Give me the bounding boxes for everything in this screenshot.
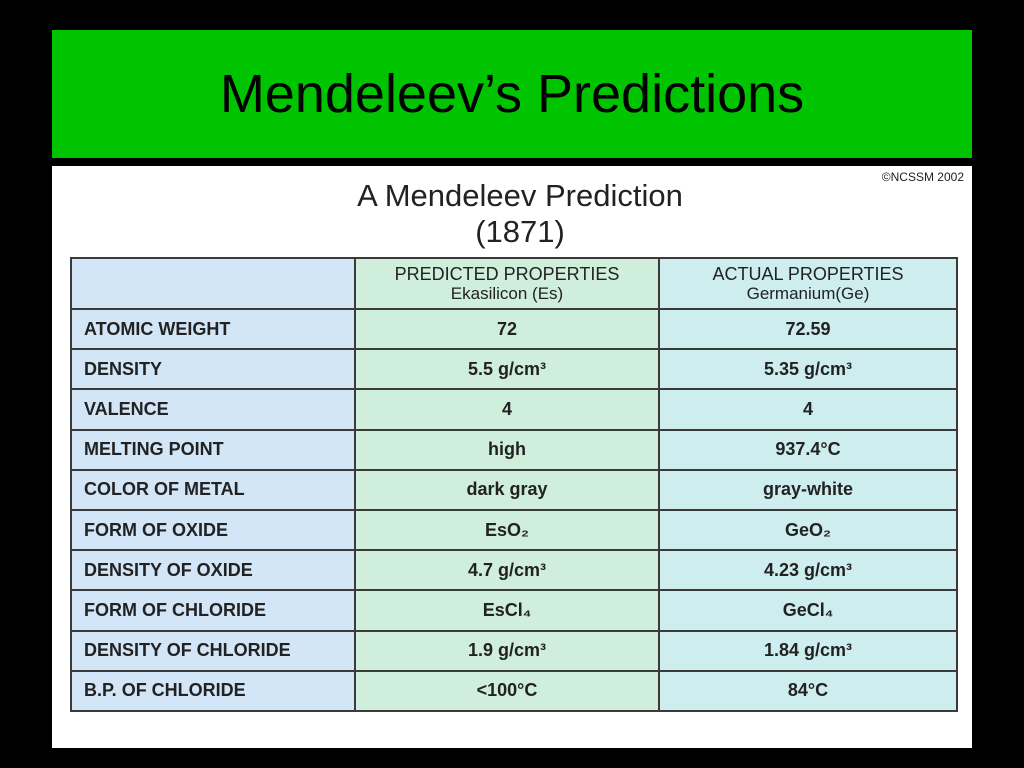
predicted-value: dark gray [354, 468, 660, 511]
predicted-value: <100°C [354, 669, 660, 712]
actual-value: 5.35 g/cm³ [658, 348, 958, 391]
predicted-value: 4.7 g/cm³ [354, 549, 660, 592]
predicted-value: 4 [354, 388, 660, 431]
title-banner: Mendeleev’s Predictions [52, 30, 972, 158]
table-row: VALENCE 4 4 [70, 388, 958, 431]
predicted-value: EsO₂ [354, 508, 660, 552]
predicted-value: EsCl₄ [354, 589, 660, 632]
property-name: DENSITY [70, 348, 356, 391]
header-cell: PREDICTED PROPERTIES Ekasilicon (Es) [354, 257, 660, 310]
actual-value: 4.23 g/cm³ [658, 549, 958, 592]
actual-value: 72.59 [658, 307, 958, 351]
property-name: ATOMIC WEIGHT [70, 307, 356, 351]
figure-title: A Mendeleev Prediction [357, 178, 683, 213]
predicted-value: 72 [354, 307, 660, 351]
actual-value: GeO₂ [658, 508, 958, 552]
property-name: B.P. OF CHLORIDE [70, 669, 356, 712]
actual-value: 84°C [658, 669, 958, 712]
property-name: DENSITY OF CHLORIDE [70, 629, 356, 672]
header-cell [70, 257, 356, 310]
actual-value: 937.4°C [658, 428, 958, 471]
actual-value: GeCl₄ [658, 589, 958, 632]
predicted-value: 5.5 g/cm³ [354, 348, 660, 391]
table-row: FORM OF CHLORIDE EsCl₄ GeCl₄ [70, 589, 958, 632]
table-body: PREDICTED PROPERTIES Ekasilicon (Es) ACTUA… [70, 257, 958, 712]
figure-subtitle: (1871) [475, 214, 565, 249]
actual-value: gray-white [658, 468, 958, 511]
copyright: ©NCSSM 2002 [881, 170, 964, 184]
table-row: FORM OF OXIDE EsO₂ GeO₂ [70, 508, 958, 552]
property-name: FORM OF CHLORIDE [70, 589, 356, 632]
column-title: ACTUAL PROPERTIES [712, 263, 904, 284]
figure-heading: A Mendeleev Prediction (1871) [52, 178, 988, 250]
table-row: COLOR OF METAL dark gray gray-white [70, 468, 958, 511]
property-name: DENSITY OF OXIDE [70, 549, 356, 592]
property-name: MELTING POINT [70, 428, 356, 471]
property-name: VALENCE [70, 388, 356, 431]
table-row: DENSITY OF OXIDE 4.7 g/cm³ 4.23 g/cm³ [70, 549, 958, 592]
table-row: B.P. OF CHLORIDE <100°C 84°C [70, 669, 958, 712]
table-row: DENSITY 5.5 g/cm³ 5.35 g/cm³ [70, 348, 958, 391]
actual-value: 4 [658, 388, 958, 431]
header-row: PREDICTED PROPERTIES Ekasilicon (Es) ACTUA… [70, 257, 958, 310]
slide-title: Mendeleev’s Predictions [219, 64, 805, 124]
properties-table: PREDICTED PROPERTIES Ekasilicon (Es) ACTUA… [70, 257, 958, 712]
header-cell: ACTUAL PROPERTIES Germanium(Ge) [658, 257, 958, 310]
table-row: ATOMIC WEIGHT 72 72.59 [70, 307, 958, 351]
figure-panel: ©NCSSM 2002 A Mendeleev Prediction (1871… [52, 166, 972, 748]
predicted-value: high [354, 428, 660, 471]
table-row: MELTING POINT high 937.4°C [70, 428, 958, 471]
column-subtitle: Germanium(Ge) [746, 283, 870, 303]
column-title: PREDICTED PROPERTIES [394, 263, 620, 284]
predicted-value: 1.9 g/cm³ [354, 629, 660, 672]
actual-value: 1.84 g/cm³ [658, 629, 958, 672]
property-name: FORM OF OXIDE [70, 508, 356, 552]
table-row: DENSITY OF CHLORIDE 1.9 g/cm³ 1.84 g/cm³ [70, 629, 958, 672]
column-subtitle: Ekasilicon (Es) [450, 283, 564, 303]
property-name: COLOR OF METAL [70, 468, 356, 511]
